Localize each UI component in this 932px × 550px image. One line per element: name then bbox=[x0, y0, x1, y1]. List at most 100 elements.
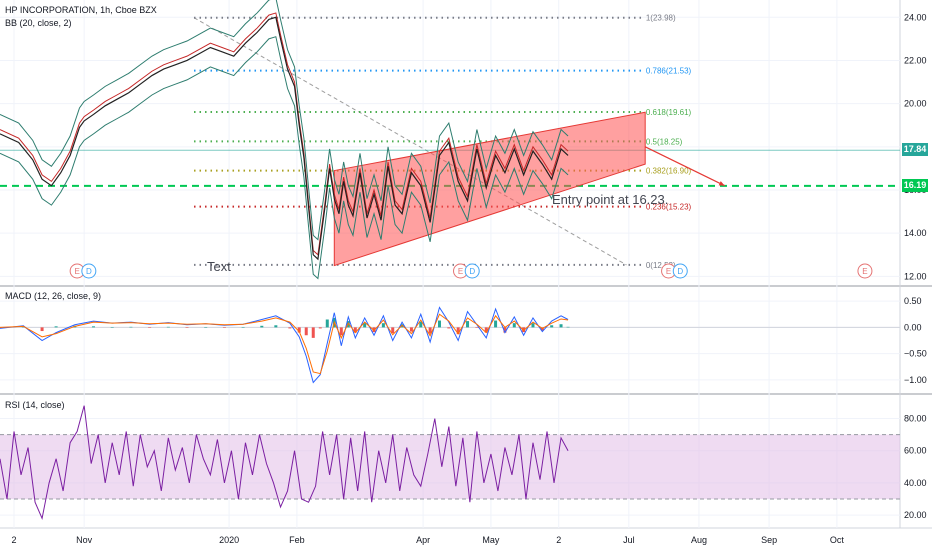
bb-indicator-label[interactable]: BB (20, close, 2) bbox=[5, 18, 72, 28]
bollinger-upper-band bbox=[0, 0, 569, 241]
macd-histogram-bar bbox=[110, 327, 114, 328]
event-marker-label: E bbox=[666, 267, 671, 276]
macd-histogram-bar bbox=[260, 325, 264, 328]
macd-histogram-bar bbox=[447, 327, 451, 329]
macd-histogram-bar bbox=[54, 326, 58, 328]
price-series-line bbox=[0, 16, 569, 261]
macd-histogram-bar bbox=[419, 321, 423, 328]
macd-histogram-bar bbox=[391, 327, 395, 334]
macd-histogram-bar bbox=[166, 326, 170, 328]
rsi-line bbox=[0, 405, 569, 521]
dividend-marker[interactable] bbox=[672, 263, 688, 279]
macd-histogram-bar bbox=[522, 327, 526, 333]
x-tick-label: 2020 bbox=[219, 535, 239, 545]
macd-histogram-bar bbox=[494, 320, 498, 328]
earnings-marker[interactable] bbox=[857, 263, 873, 279]
macd-histogram-bar bbox=[325, 319, 329, 328]
last-price-tag: 17.84 bbox=[902, 143, 928, 157]
event-marker-label: E bbox=[862, 267, 867, 276]
text-annotation[interactable]: Text bbox=[207, 259, 231, 274]
price-y-tick-label: 22.00 bbox=[904, 55, 927, 65]
macd-histogram-bar bbox=[92, 326, 96, 328]
rsi-indicator-label[interactable]: RSI (14, close) bbox=[5, 400, 65, 410]
x-tick-label: Aug bbox=[691, 535, 707, 545]
macd-histogram-bar bbox=[241, 327, 245, 328]
macd-histogram-bar bbox=[503, 327, 507, 333]
macd-histogram-bar bbox=[222, 327, 226, 328]
price-y-tick-label: 20.00 bbox=[904, 99, 927, 109]
dividend-marker[interactable] bbox=[464, 263, 480, 279]
entry-arrow-head bbox=[718, 181, 725, 186]
price-y-tick-label: 12.00 bbox=[904, 271, 927, 281]
macd-histogram-bar bbox=[363, 323, 367, 328]
macd-y-tick-label: −1.00 bbox=[904, 375, 927, 385]
x-tick-label: Sep bbox=[761, 535, 777, 545]
x-tick-label: 2 bbox=[556, 535, 561, 545]
macd-histogram-bar bbox=[288, 327, 292, 329]
macd-histogram-bar bbox=[559, 324, 563, 328]
macd-histogram-bar bbox=[21, 326, 25, 328]
bollinger-basis bbox=[0, 12, 569, 256]
macd-histogram-bar bbox=[381, 323, 385, 328]
rsi-y-tick-label: 60.00 bbox=[904, 446, 927, 456]
macd-histogram-bar bbox=[148, 327, 152, 328]
x-tick-label: Apr bbox=[416, 535, 430, 545]
event-marker-label: D bbox=[469, 267, 475, 276]
fib-level-label: 0(12.53) bbox=[646, 261, 676, 270]
x-tick-label: Feb bbox=[289, 535, 305, 545]
macd-y-tick-label: 0.50 bbox=[904, 296, 922, 306]
macd-line bbox=[0, 306, 569, 384]
entry-point-text[interactable]: Entry point at 16.23. bbox=[552, 192, 668, 207]
rsi-y-tick-label: 80.00 bbox=[904, 414, 927, 424]
macd-histogram-bar bbox=[456, 327, 460, 335]
x-tick-label: May bbox=[482, 535, 500, 545]
symbol-title[interactable]: HP INCORPORATION, 1h, Cboe BZX bbox=[5, 5, 157, 15]
macd-histogram-bar bbox=[550, 325, 554, 328]
macd-histogram-bar bbox=[185, 327, 189, 328]
fib-level-label: 0.236(15.23) bbox=[646, 203, 692, 212]
macd-histogram-bar bbox=[204, 327, 208, 328]
macd-histogram-bar bbox=[311, 327, 315, 338]
macd-histogram-bar bbox=[484, 327, 488, 333]
macd-histogram-bar bbox=[566, 326, 570, 328]
dividend-marker[interactable] bbox=[81, 263, 97, 279]
macd-histogram-bar bbox=[428, 327, 432, 334]
macd-histogram-bar bbox=[339, 327, 343, 336]
x-tick-label: 2 bbox=[12, 535, 17, 545]
signal-line bbox=[0, 313, 569, 375]
fib-trend-line[interactable] bbox=[193, 17, 627, 266]
macd-histogram-bar bbox=[297, 327, 301, 333]
fib-level-label: 0.618(19.61) bbox=[646, 108, 692, 117]
rsi-band bbox=[0, 434, 900, 500]
fib-level-label: 0.382(16.90) bbox=[646, 167, 692, 176]
macd-histogram-bar bbox=[531, 323, 535, 328]
macd-y-tick-label: −0.50 bbox=[904, 349, 927, 359]
price-y-tick-label: 14.00 bbox=[904, 228, 927, 238]
macd-indicator-label[interactable]: MACD (12, 26, close, 9) bbox=[5, 291, 102, 301]
macd-histogram-bar bbox=[512, 323, 516, 328]
fib-level-label: 0.5(18.25) bbox=[646, 137, 683, 146]
macd-histogram-bar bbox=[318, 327, 322, 329]
event-marker-label: E bbox=[74, 267, 79, 276]
macd-histogram-bar bbox=[437, 320, 441, 328]
price-y-tick-label: 24.00 bbox=[904, 12, 927, 22]
macd-histogram-bar bbox=[129, 326, 133, 328]
macd-histogram-bar bbox=[40, 327, 44, 332]
macd-histogram-bar bbox=[274, 325, 278, 328]
x-tick-label: Oct bbox=[830, 535, 845, 545]
entry-line-tag: 16.19 bbox=[902, 178, 928, 192]
macd-histogram-bar bbox=[372, 327, 376, 333]
macd-histogram-bar bbox=[304, 327, 308, 336]
macd-y-tick-label: 0.00 bbox=[904, 322, 922, 332]
event-marker-label: D bbox=[677, 267, 683, 276]
rsi-y-tick-label: 20.00 bbox=[904, 510, 927, 520]
entry-arrow[interactable] bbox=[644, 146, 725, 187]
bollinger-lower-band bbox=[0, 36, 569, 280]
macd-histogram-bar bbox=[353, 327, 357, 333]
macd-histogram-bar bbox=[466, 321, 470, 328]
fib-level-label: 0.786(21.53) bbox=[646, 67, 692, 76]
x-tick-label: Nov bbox=[76, 535, 93, 545]
macd-histogram-bar bbox=[409, 327, 413, 332]
